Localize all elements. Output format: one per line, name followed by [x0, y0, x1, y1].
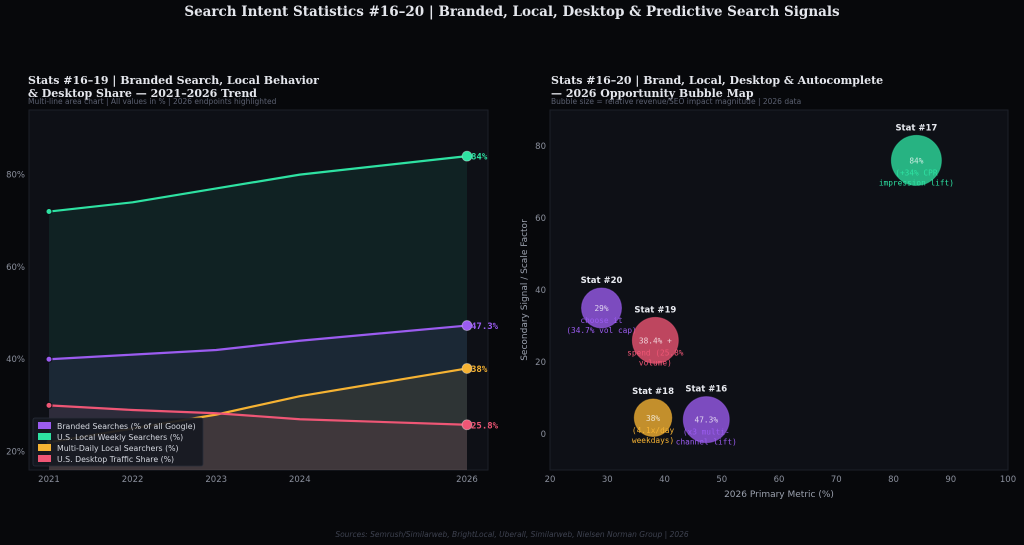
- series-end-label: 84%: [471, 153, 488, 163]
- bubble-label: Stat #19: [634, 305, 676, 315]
- bubble-note: (34.7% vol cap): [566, 326, 636, 335]
- bubble-note: spend (25.8%: [627, 348, 684, 357]
- left-chart-title-line2: & Desktop Share — 2021–2026 Trend: [28, 87, 258, 100]
- bubble-value: 84%: [909, 156, 923, 165]
- bubble-group: Stat #16 47.3% (x3 multi-channel lift): [676, 385, 737, 447]
- legend-swatch: [38, 455, 51, 462]
- series-end-label: 25.8%: [471, 421, 499, 431]
- x-tick-label: 2022: [122, 475, 144, 485]
- series-line-0: [48, 324, 468, 361]
- x-tick-label: 90: [945, 475, 956, 485]
- bubble-note: volume): [639, 358, 672, 367]
- x-tick-label: 20: [545, 475, 556, 485]
- series-end-point-2: [461, 363, 473, 374]
- y-tick-label: 0: [541, 430, 546, 440]
- y-tick-label: 60: [535, 214, 546, 224]
- legend-box: [32, 417, 204, 467]
- right-chart-subtitle: Bubble size = relative revenue/SEO impac…: [551, 97, 802, 106]
- bubble-note: (4.1x/day: [632, 426, 675, 435]
- right-chart-title-line2: — 2026 Opportunity Bubble Map: [551, 87, 754, 100]
- bubble: [581, 287, 623, 329]
- series-area-1: [49, 156, 467, 470]
- x-tick-label: 50: [716, 475, 727, 485]
- series-end-point-1: [461, 150, 473, 162]
- bubble-value: 38%: [646, 414, 660, 423]
- y-tick-label: 20: [535, 358, 546, 368]
- legend-label: U.S. Desktop Traffic Share (%): [57, 455, 174, 464]
- series-end-point-0: [461, 320, 473, 331]
- series-start-point-1: [45, 208, 53, 216]
- bubble-value: 47.3%: [695, 416, 719, 425]
- x-tick-label: 40: [659, 475, 670, 485]
- bubble-label: Stat #18: [632, 387, 674, 397]
- left-chart-subtitle: Multi-line area chart | All values in % …: [28, 97, 277, 106]
- bubble: [890, 134, 942, 186]
- x-tick-label: 2024: [289, 475, 311, 485]
- bubble-note: weekdays): [632, 436, 674, 445]
- legend-label: U.S. Local Weekly Searchers (%): [57, 433, 183, 442]
- right-chart-title-line1: Stats #16–20 | Brand, Local, Desktop & A…: [551, 74, 884, 87]
- page-title: Search Intent Statistics #16–20 | Brande…: [184, 4, 840, 20]
- legend-swatch: [38, 433, 51, 440]
- y-axis-label: Secondary Signal / Scale Factor: [520, 219, 530, 361]
- legend-swatch: [38, 422, 51, 429]
- x-tick-label: 70: [831, 475, 842, 485]
- x-tick-label: 2023: [205, 475, 227, 485]
- series-start-point-3: [45, 401, 53, 409]
- x-tick-label: 30: [602, 475, 613, 485]
- bubble-note: channel lift): [676, 438, 737, 447]
- bubble-label: Stat #17: [895, 123, 937, 133]
- y-tick-label: 80: [535, 142, 546, 152]
- x-tick-label: 100: [1000, 475, 1016, 485]
- legend-swatch: [38, 444, 51, 451]
- bubble-value: 29%: [594, 304, 608, 313]
- legend-label: Branded Searches (% of all Google): [57, 422, 196, 431]
- series-line-1: [48, 155, 468, 213]
- legend-label: Multi-Daily Local Searchers (%): [57, 444, 179, 453]
- bubble-label: Stat #20: [581, 276, 623, 286]
- left-chart-title-line1: Stats #16–19 | Branded Search, Local Beh…: [28, 74, 319, 87]
- bubble-note: (x3 multi-: [683, 428, 730, 437]
- y-tick-label: 80%: [6, 171, 25, 181]
- bubble: [682, 396, 730, 444]
- x-tick-label: 2026: [456, 475, 478, 485]
- y-tick-label: 60%: [6, 263, 25, 273]
- x-tick-label: 2021: [38, 475, 60, 485]
- x-tick-label: 60: [774, 475, 785, 485]
- bubble-label: Stat #16: [685, 385, 727, 395]
- left-chart-title: Stats #16–19 | Branded Search, Local Beh…: [28, 74, 319, 100]
- bubble-note: (+34% CPR: [895, 168, 938, 177]
- bubble: [633, 398, 673, 438]
- right-chart-title: Stats #16–20 | Brand, Local, Desktop & A…: [551, 74, 883, 100]
- series-end-label: 47.3%: [471, 322, 499, 332]
- bubble-group: Stat #19 38.4% + spend (25.8%volume): [627, 305, 684, 367]
- bubble-group: Stat #20 29% choose it(34.7% vol cap): [566, 276, 636, 335]
- series-end-point-3: [461, 419, 473, 431]
- bubble-note: choose it: [580, 316, 622, 325]
- legend: Branded Searches (% of all Google) U.S. L…: [32, 417, 204, 467]
- plot-area: [28, 109, 489, 471]
- series-start-point-0: [45, 355, 53, 363]
- bubble-value: 38.4% +: [639, 336, 672, 345]
- y-tick-label: 40: [535, 286, 546, 296]
- y-tick-label: 40%: [6, 355, 25, 365]
- series-line-3: [48, 404, 468, 426]
- sources-footer: Sources: Semrush/Similarweb, BrightLocal…: [335, 530, 689, 539]
- series-end-label: 38%: [471, 365, 488, 375]
- y-tick-label: 20%: [6, 448, 25, 458]
- x-tick-label: 80: [888, 475, 899, 485]
- x-axis-label: 2026 Primary Metric (%): [724, 490, 834, 500]
- bubble-note: impression lift): [879, 178, 954, 187]
- bubble: [631, 316, 679, 364]
